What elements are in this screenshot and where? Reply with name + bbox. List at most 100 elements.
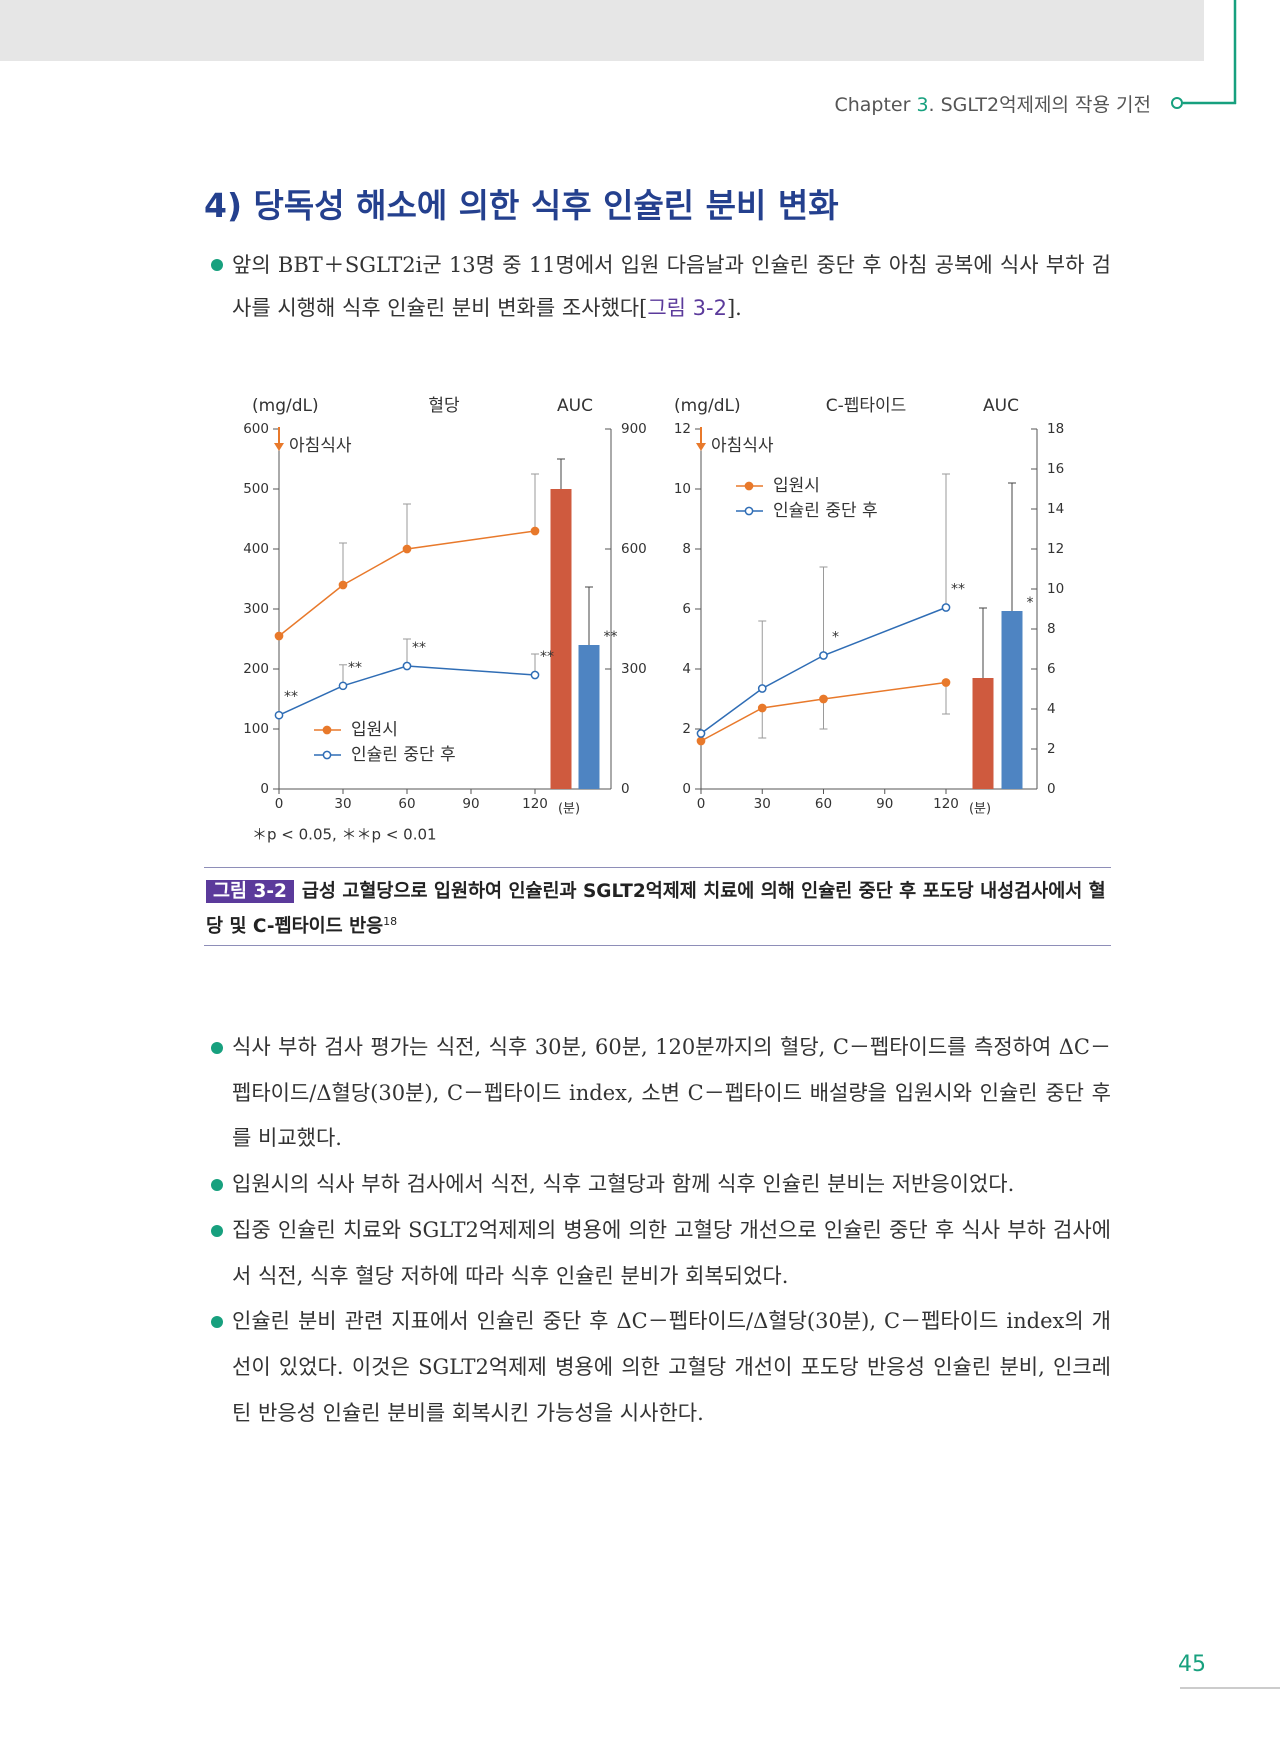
figure-label: 그림 3-2 — [206, 880, 294, 903]
bullet-text: 인슐린 분비 관련 지표에서 인슐린 중단 후 ΔC－펩타이드/Δ혈당(30분)… — [232, 1309, 1111, 1425]
page-number: 45 — [1178, 1652, 1206, 1677]
chapter-title: . SGLT2억제제의 작용 기전 — [928, 94, 1151, 116]
annotation-arrowhead — [274, 443, 284, 451]
legend-label: 입원시 — [351, 720, 398, 740]
x-tick-label: 0 — [275, 796, 284, 812]
significance: ** — [604, 629, 618, 645]
y-tick-label: 8 — [682, 541, 691, 557]
series-line — [700, 681, 947, 742]
bullet-dot — [211, 259, 223, 271]
x-tick-label: 60 — [815, 796, 832, 812]
legend-marker — [322, 725, 332, 735]
y-tick-label: 2 — [682, 721, 691, 737]
section-title: 4) 당독성 해소에 의한 식후 인슐린 분비 변화 — [204, 186, 839, 225]
x-tick-label: 90 — [876, 796, 893, 812]
x-tick-label: 120 — [933, 796, 959, 812]
y2-tick-label: 18 — [1047, 421, 1064, 437]
bullet: 입원시의 식사 부하 검사에서 식전, 식후 고혈당과 함께 식후 인슐린 분비… — [211, 1162, 1111, 1208]
marker — [696, 729, 706, 738]
y2-tick-label: 8 — [1047, 621, 1056, 637]
annotation-arrowhead — [696, 443, 706, 451]
y2-tick-label: 6 — [1047, 661, 1056, 677]
chapter-header: Chapter 3. SGLT2억제제의 작용 기전 — [834, 90, 1151, 117]
marker — [530, 526, 540, 536]
y2-tick-label: 900 — [621, 421, 647, 437]
intro: 앞의 BBT＋SGLT2i군 13명 중 11명에서 입원 다음날과 인슐린 중… — [211, 244, 1111, 330]
y-tick-label: 200 — [243, 661, 269, 677]
y2-label: AUC — [557, 396, 593, 416]
significance: * — [1027, 595, 1034, 611]
y2-tick-label: 600 — [621, 541, 647, 557]
x-unit: (분) — [558, 802, 580, 817]
chapter: Chapter — [834, 94, 911, 116]
annotation: 아침식사 — [711, 436, 774, 456]
y-tick-label: 12 — [674, 421, 691, 437]
y2-tick-label: 2 — [1047, 741, 1056, 757]
caption-ref: 18 — [383, 915, 398, 928]
annotation: 아침식사 — [289, 436, 352, 456]
bar — [1001, 611, 1023, 789]
significance: ** — [540, 649, 554, 665]
marker — [757, 703, 767, 713]
x-tick-label: 0 — [697, 796, 706, 812]
bullet-dot — [211, 1224, 223, 1237]
bullet: 집중 인슐린 치료와 SGLT2억제제의 병용에 의한 고혈당 개선으로 인슐린… — [211, 1208, 1111, 1299]
significance: ** — [951, 582, 965, 598]
y-tick-label: 100 — [243, 721, 269, 737]
bullet-text: 집중 인슐린 치료와 SGLT2억제제의 병용에 의한 고혈당 개선으로 인슐린… — [232, 1217, 1111, 1288]
bullet: 식사 부하 검사 평가는 식전, 식후 30분, 60분, 120분까지의 혈당… — [211, 1025, 1111, 1162]
significance: ** — [284, 689, 298, 705]
marker — [274, 710, 284, 720]
bullets: 식사 부하 검사 평가는 식전, 식후 30분, 60분, 120분까지의 혈당… — [211, 1025, 1111, 1436]
y2-label: AUC — [983, 396, 1019, 416]
bullet-dot — [211, 1316, 223, 1329]
series-line — [278, 665, 536, 716]
marker — [819, 694, 828, 704]
y-tick-label: 600 — [243, 421, 269, 437]
bar — [578, 645, 600, 789]
marker — [696, 736, 706, 746]
bullet-dot — [211, 1179, 223, 1192]
marker — [941, 678, 951, 687]
footnote: ＊p < 0.05, ＊＊p < 0.01 — [252, 826, 437, 844]
marker — [274, 631, 284, 641]
figure-ref: 그림 3-2 — [647, 296, 727, 320]
marker — [338, 681, 348, 691]
y-tick-label: 6 — [682, 601, 691, 617]
top-bar — [0, 0, 1204, 61]
bar — [550, 489, 572, 789]
y2-tick-label: 10 — [1047, 581, 1064, 597]
intro-end: ]. — [726, 296, 742, 320]
y-tick-label: 0 — [682, 781, 691, 797]
y2-tick-label: 4 — [1047, 701, 1056, 717]
chapter-number: 3 — [916, 94, 929, 116]
marker — [338, 580, 348, 590]
y2-tick-label: 300 — [621, 661, 647, 677]
bar — [972, 678, 994, 789]
series-line — [700, 606, 947, 735]
legend-label: 입원시 — [773, 476, 820, 496]
marker — [941, 603, 951, 612]
x-tick-label: 120 — [522, 796, 548, 812]
y2-tick-label: 16 — [1047, 461, 1064, 477]
x-tick-label: 30 — [754, 796, 771, 812]
legend-marker — [744, 481, 754, 491]
marker — [402, 544, 412, 554]
y2-tick-label: 0 — [1047, 781, 1056, 797]
y2-tick-label: 14 — [1047, 501, 1064, 517]
y-tick-label: 0 — [260, 781, 269, 797]
significance: ** — [348, 660, 362, 676]
y-label: (mg/dL) — [674, 396, 741, 416]
bullet-text: 식사 부하 검사 평가는 식전, 식후 30분, 60분, 120분까지의 혈당… — [232, 1035, 1111, 1151]
caption-text: 급성 고혈당으로 입원하여 인슐린과 SGLT2억제제 치료에 의해 인슐린 중… — [206, 881, 1106, 938]
chart-title: 혈당 — [428, 396, 460, 416]
y-label: (mg/dL) — [252, 396, 319, 416]
y-tick-label: 300 — [243, 601, 269, 617]
bullet-text: 입원시의 식사 부하 검사에서 식전, 식후 고혈당과 함께 식후 인슐린 분비… — [232, 1172, 1015, 1197]
figure-caption: 그림 3-2 급성 고혈당으로 입원하여 인슐린과 SGLT2억제제 치료에 의해… — [204, 867, 1111, 946]
x-tick-label: 30 — [334, 796, 351, 812]
series-line — [278, 530, 536, 637]
significance: ** — [412, 640, 426, 656]
